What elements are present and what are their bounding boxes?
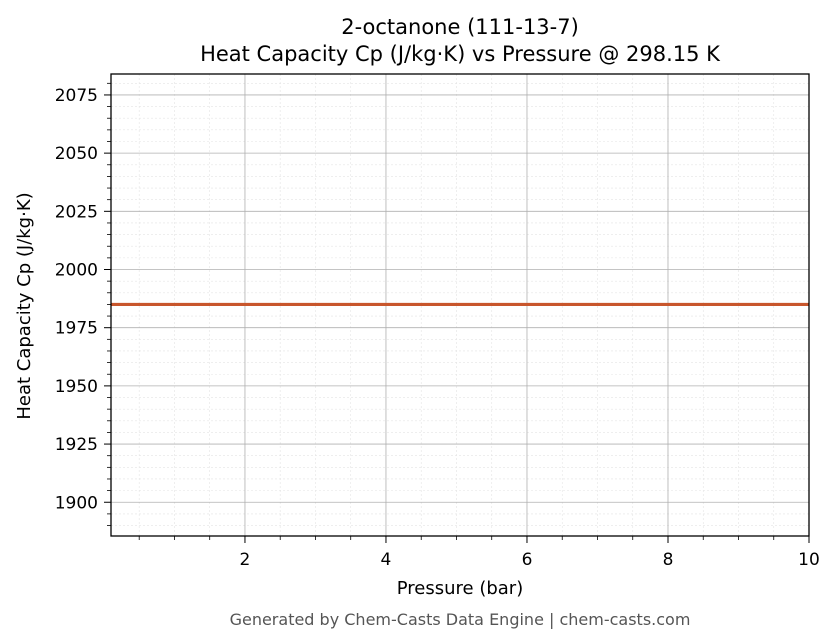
chart-subtitle: Heat Capacity Cp (J/kg·K) vs Pressure @ …: [200, 42, 721, 66]
y-axis-label: Heat Capacity Cp (J/kg·K): [14, 192, 35, 419]
x-tick-label: 2: [240, 550, 251, 570]
y-tick-label: 2050: [55, 144, 98, 164]
x-tick-label: 8: [663, 550, 674, 570]
x-tick-label: 4: [381, 550, 392, 570]
y-tick-label: 1900: [55, 493, 98, 513]
minor-grid: [111, 74, 809, 536]
plot-area-frame: [110, 73, 810, 537]
y-tick-label: 2025: [55, 202, 98, 222]
y-tick-label: 1975: [55, 319, 98, 339]
y-tick-label: 1925: [55, 435, 98, 455]
y-tick-label: 2000: [55, 261, 98, 281]
y-tick-label: 1950: [55, 377, 98, 397]
x-axis-label: Pressure (bar): [397, 578, 523, 599]
chart-title: 2-octanone (111-13-7): [341, 15, 579, 39]
x-tick-label: 6: [522, 550, 533, 570]
footer-credit: Generated by Chem-Casts Data Engine | ch…: [230, 610, 691, 629]
x-tick-label: 10: [798, 550, 820, 570]
y-tick-label: 2075: [55, 86, 98, 106]
tick-layer: 2 4 6 8 10 1900 1925 1950 1975 2000 2025 2050 2075: [55, 82, 820, 570]
